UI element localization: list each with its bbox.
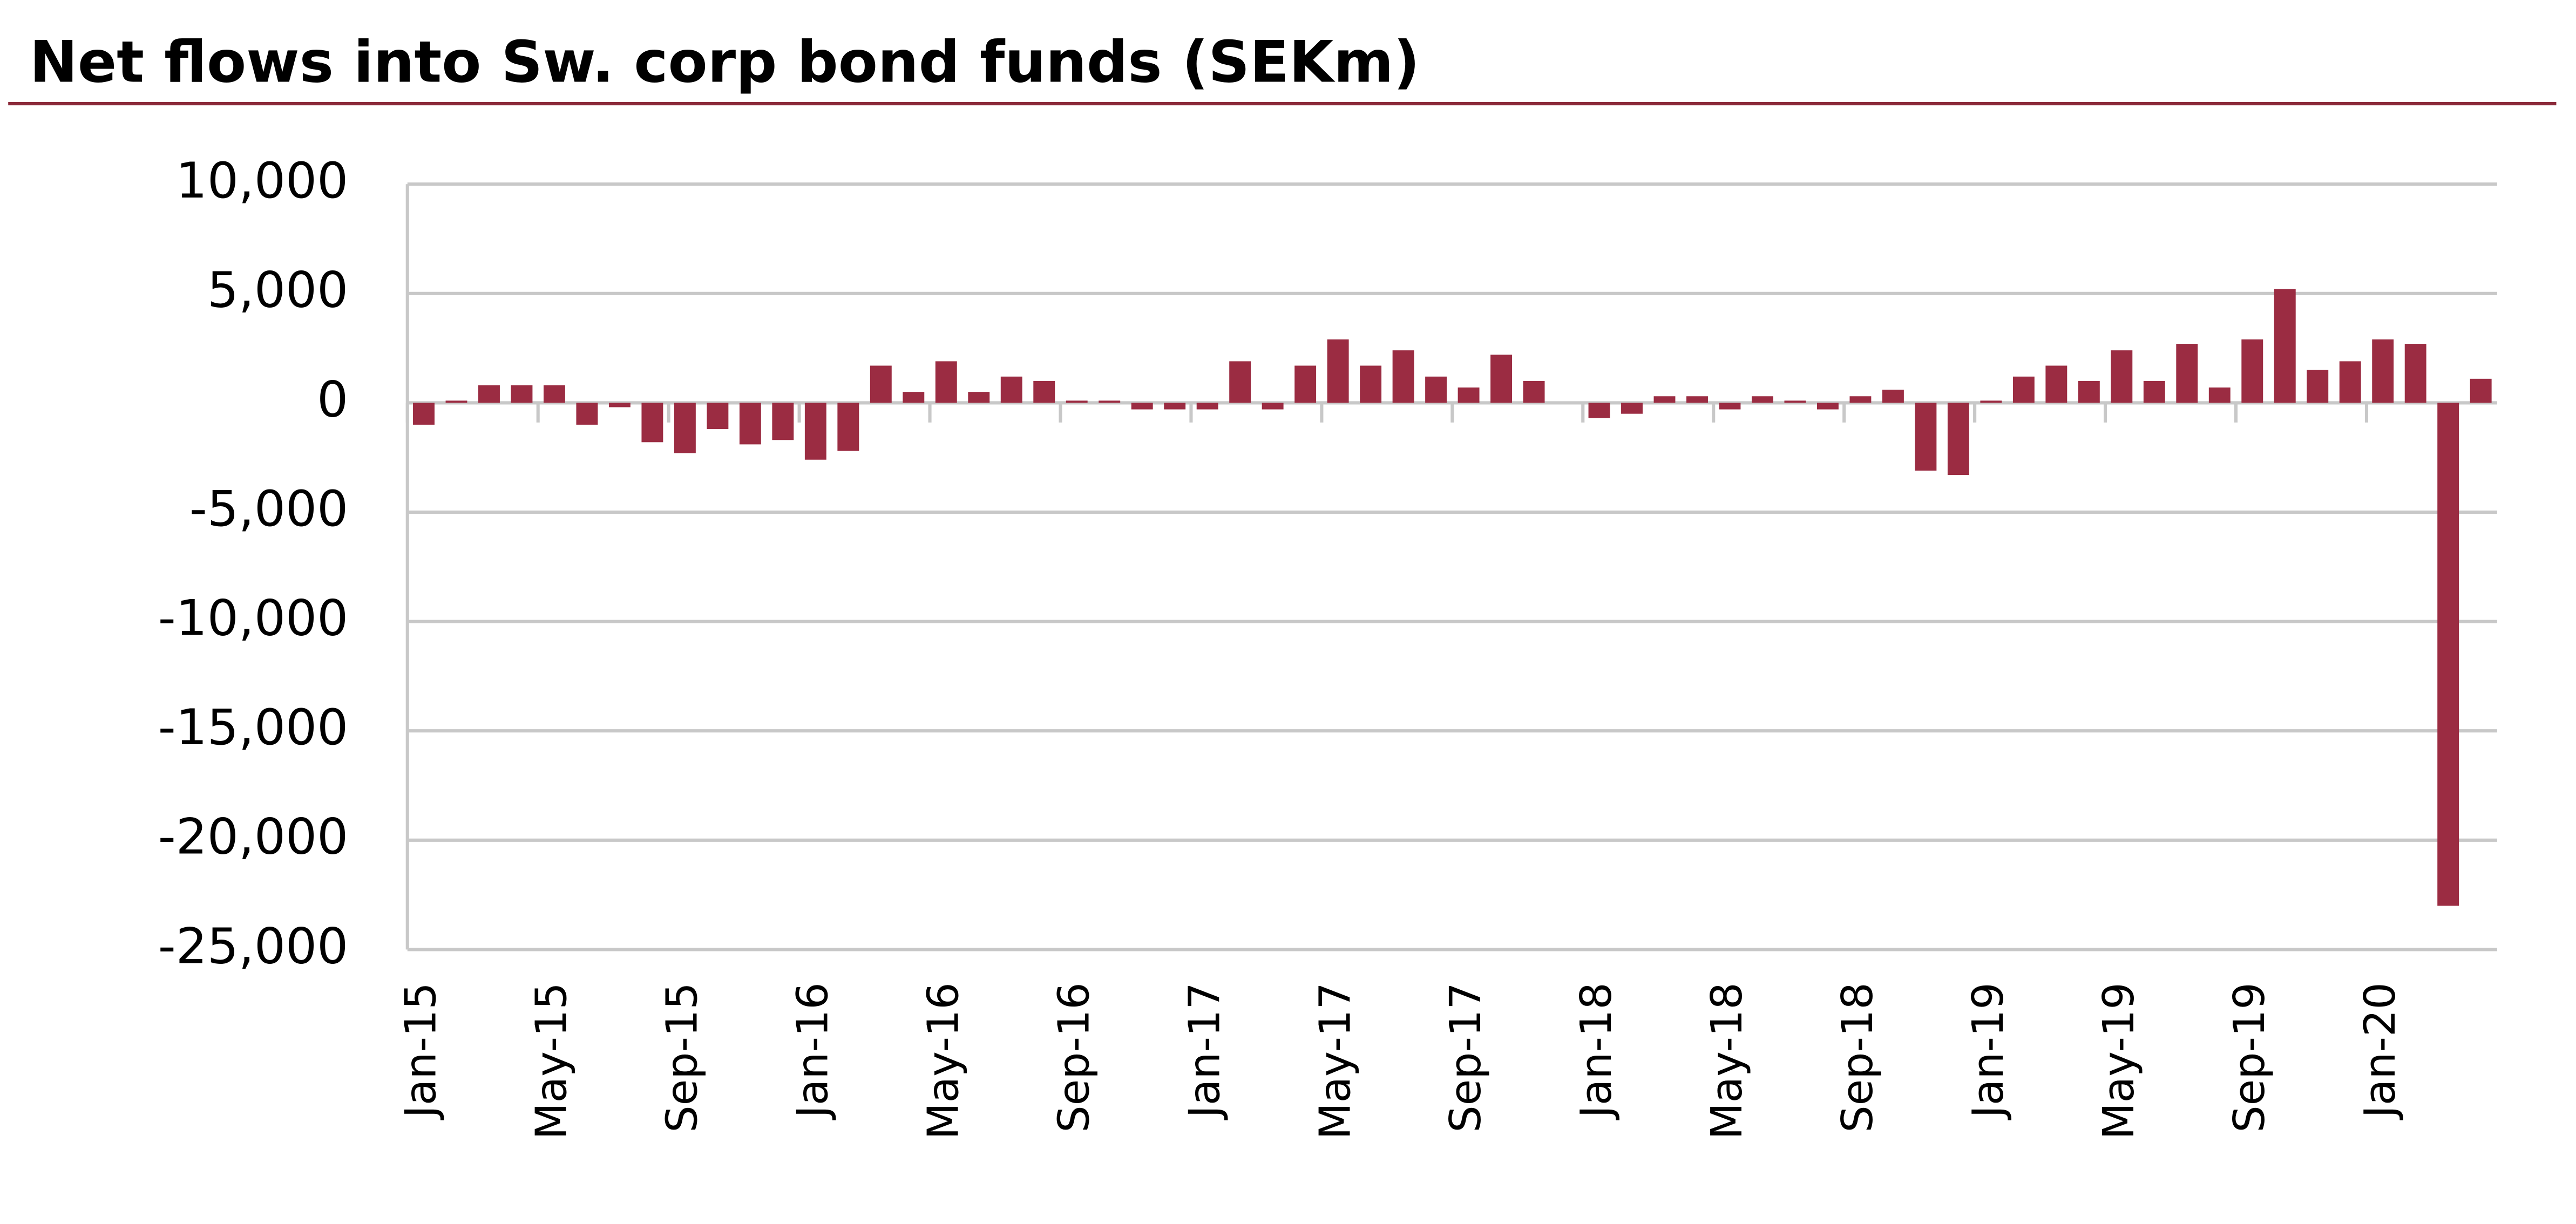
bar bbox=[2372, 339, 2394, 403]
bar bbox=[1262, 403, 1284, 410]
chart-title: Net flows into Sw. corp bond funds (SEKm… bbox=[30, 29, 1420, 96]
bar bbox=[1294, 365, 1317, 403]
bar bbox=[1229, 361, 1251, 403]
bar bbox=[445, 400, 467, 403]
y-tick-label: -10,000 bbox=[158, 589, 348, 647]
bar bbox=[576, 403, 598, 425]
bar bbox=[543, 385, 565, 403]
bar bbox=[707, 403, 729, 430]
bar bbox=[1327, 339, 1349, 403]
x-tick-label: Jan-15 bbox=[396, 982, 446, 1120]
bar bbox=[2078, 380, 2100, 403]
bar bbox=[1784, 400, 1806, 403]
bar bbox=[1490, 355, 1513, 403]
bar bbox=[2045, 365, 2067, 403]
x-tick-label: May-17 bbox=[1310, 982, 1360, 1139]
y-tick-label: -15,000 bbox=[158, 698, 348, 756]
x-tick-label: Sep-15 bbox=[657, 982, 707, 1132]
bar bbox=[641, 403, 663, 443]
x-tick-label: May-15 bbox=[527, 982, 577, 1139]
bar bbox=[1686, 396, 1708, 403]
bar bbox=[1849, 396, 1872, 403]
bar bbox=[2208, 387, 2231, 403]
bar bbox=[2274, 289, 2296, 403]
bar bbox=[1915, 403, 1937, 471]
bar bbox=[478, 385, 500, 403]
bar bbox=[1947, 403, 1969, 475]
bar bbox=[1653, 396, 1676, 403]
x-tick-label: Sep-18 bbox=[1833, 982, 1882, 1132]
bar bbox=[1980, 400, 2002, 403]
x-tick-label: Sep-16 bbox=[1049, 982, 1099, 1132]
y-tick-label: -20,000 bbox=[158, 808, 348, 866]
x-tick-label: May-16 bbox=[918, 982, 968, 1139]
bar bbox=[1392, 350, 1414, 403]
bar bbox=[1196, 403, 1218, 410]
bar bbox=[2012, 376, 2035, 403]
bar bbox=[674, 403, 696, 453]
bar bbox=[1360, 365, 1382, 403]
bar bbox=[870, 365, 892, 403]
bar bbox=[903, 392, 925, 403]
bar bbox=[1719, 403, 1741, 410]
bar bbox=[739, 403, 761, 445]
bar bbox=[1523, 380, 1545, 403]
bar bbox=[2404, 344, 2426, 403]
y-tick-label: -25,000 bbox=[158, 917, 348, 975]
bar bbox=[772, 403, 794, 440]
bar bbox=[511, 385, 533, 403]
bar bbox=[1164, 403, 1186, 410]
bar bbox=[2241, 339, 2263, 403]
y-tick-label: -5,000 bbox=[189, 480, 348, 538]
bar bbox=[1099, 400, 1121, 403]
bar bbox=[2470, 378, 2492, 403]
bar bbox=[1066, 400, 1088, 403]
bar bbox=[1000, 376, 1022, 403]
x-tick-label: Jan-20 bbox=[2355, 982, 2405, 1120]
y-tick-label: 5,000 bbox=[207, 261, 348, 319]
bar bbox=[2339, 361, 2361, 403]
x-tick-label: Sep-17 bbox=[1441, 982, 1490, 1132]
bar bbox=[1882, 390, 1904, 403]
bar bbox=[608, 403, 631, 407]
bar bbox=[804, 403, 826, 460]
x-tick-label: May-18 bbox=[1702, 982, 1752, 1139]
bar bbox=[2176, 344, 2198, 403]
bar bbox=[413, 403, 435, 425]
x-tick-label: Jan-17 bbox=[1179, 982, 1229, 1120]
x-tick-label: May-19 bbox=[2094, 982, 2144, 1139]
bar bbox=[837, 403, 859, 451]
x-tick-label: Sep-19 bbox=[2225, 982, 2274, 1132]
bar bbox=[1588, 403, 1610, 418]
bar bbox=[968, 392, 990, 403]
bar bbox=[2111, 350, 2133, 403]
bar bbox=[1033, 380, 1055, 403]
y-tick-label: 0 bbox=[317, 370, 348, 428]
bar bbox=[2307, 370, 2329, 403]
x-tick-label: Jan-16 bbox=[788, 982, 838, 1120]
bar bbox=[1621, 403, 1643, 414]
x-tick-label: Jan-19 bbox=[1963, 982, 2013, 1120]
bar bbox=[1131, 403, 1153, 410]
bar bbox=[1816, 403, 1839, 410]
bar bbox=[1752, 396, 1773, 403]
x-tick-label: Jan-18 bbox=[1571, 982, 1621, 1120]
bar bbox=[2143, 380, 2165, 403]
y-tick-label: 10,000 bbox=[176, 152, 348, 209]
bar bbox=[935, 361, 957, 403]
bar bbox=[1425, 376, 1447, 403]
bar bbox=[2437, 403, 2459, 906]
bar bbox=[1458, 387, 1480, 403]
